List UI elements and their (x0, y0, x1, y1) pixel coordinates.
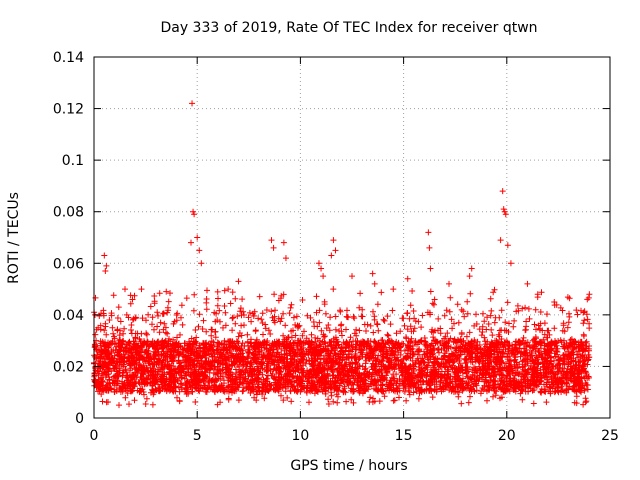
roti-point (190, 208, 197, 215)
roti-point (446, 280, 453, 287)
roti-point (188, 239, 195, 246)
roti-point (95, 324, 102, 331)
x-tick-label: 25 (601, 428, 619, 444)
roti-point (425, 229, 432, 236)
roti-point (320, 273, 327, 280)
roti-point (163, 288, 170, 295)
roti-point (101, 252, 108, 259)
y-tick-label: 0.04 (53, 308, 84, 324)
x-tick-labels: 0 5 10 15 20 25 (90, 428, 619, 444)
roti-point (328, 252, 335, 259)
x-tick-label: 15 (395, 428, 413, 444)
roti-point (315, 260, 322, 267)
roti-point (502, 211, 509, 218)
roti-point (426, 244, 433, 251)
chart-title: Day 333 of 2019, Rate Of TEC Index for r… (160, 20, 537, 36)
plot-area-frame (93, 56, 611, 419)
roti-point (500, 206, 507, 213)
roti-point-cloud (91, 286, 593, 409)
roti-point (225, 286, 232, 293)
roti-point (102, 268, 109, 275)
roti-point (280, 239, 287, 246)
roti-point (507, 260, 514, 267)
y-tick-label: 0.02 (53, 359, 84, 375)
y-tick-label: 0.1 (62, 153, 84, 169)
y-tick-label: 0.08 (53, 205, 84, 221)
roti-point (586, 291, 593, 298)
roti-point (371, 280, 378, 287)
roti-point (497, 237, 504, 244)
roti-point (115, 304, 122, 311)
roti-point (466, 273, 473, 280)
data-points (91, 100, 593, 409)
axis-ticks (93, 56, 611, 419)
roti-point (103, 262, 110, 269)
roti-point (138, 286, 145, 293)
x-tick-label: 10 (291, 428, 309, 444)
roti-point (390, 286, 397, 293)
roti-point (427, 265, 434, 272)
roti-point (191, 211, 198, 218)
y-tick-label: 0.06 (53, 256, 84, 272)
x-axis-label: GPS time / hours (290, 458, 407, 474)
roti-point (330, 237, 337, 244)
y-tick-label: 0 (75, 411, 84, 427)
roti-point (534, 291, 541, 298)
roti-point (551, 298, 558, 305)
x-tick-label: 20 (498, 428, 516, 444)
roti-point (198, 260, 205, 267)
roti-point (235, 278, 242, 285)
roti-point (369, 270, 376, 277)
roti-point (318, 265, 325, 272)
roti-point (524, 280, 531, 287)
x-tick-label: 0 (90, 428, 99, 444)
roti-point (504, 242, 511, 249)
roti-point (499, 188, 506, 195)
roti-point (189, 100, 196, 107)
y-tick-label: 0.14 (53, 50, 84, 66)
roti-point (404, 275, 411, 282)
x-tick-label: 5 (193, 428, 202, 444)
y-tick-labels: 0 0.02 0.04 0.06 0.08 0.1 0.12 0.14 (53, 50, 84, 427)
roti-point (270, 244, 277, 251)
roti-point (501, 208, 508, 215)
roti-point (268, 237, 275, 244)
y-tick-label: 0.12 (53, 102, 84, 118)
roti-point (282, 255, 289, 262)
roti-point (332, 247, 339, 254)
roti-point (194, 234, 201, 241)
y-axis-label: ROTI / TECUs (6, 192, 22, 284)
roti-point (468, 265, 475, 272)
roti-point (349, 273, 355, 280)
roti-point (196, 247, 203, 254)
roti-point (584, 296, 591, 303)
